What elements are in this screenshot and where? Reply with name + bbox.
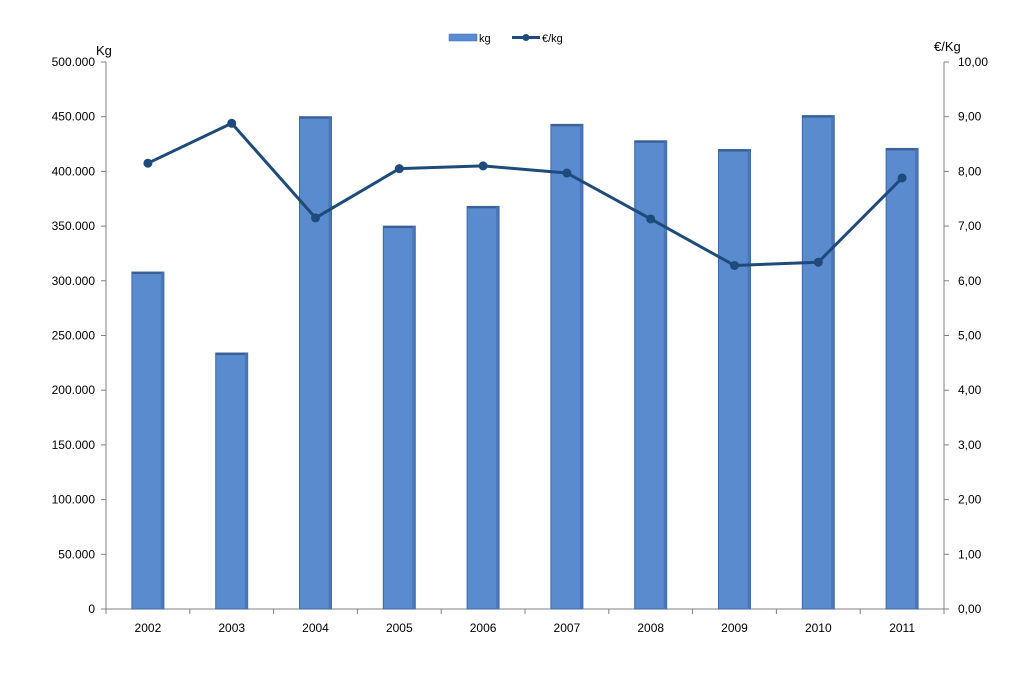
bar-2004 [299, 116, 332, 610]
left-axis-title: Kg [96, 43, 112, 58]
right-tick-label: 3,00 [958, 438, 982, 452]
bar-shade [915, 148, 919, 609]
left-tick-label: 350.000 [52, 219, 96, 233]
line-point-2010 [813, 257, 823, 267]
line-path [147, 121, 904, 267]
right-tick-label: 1,00 [958, 547, 982, 561]
line-series-eur-per-kg [143, 118, 907, 270]
bar-top-edge [383, 226, 416, 229]
bar-top-edge [131, 272, 164, 275]
line-point-2003 [227, 118, 237, 128]
bar-2010 [801, 115, 835, 610]
bar-2002 [131, 271, 165, 610]
bar-shade [496, 206, 500, 609]
right-tick-label: 8,00 [958, 164, 982, 178]
left-tick-label: 150.000 [52, 438, 96, 452]
bar-2006 [466, 205, 500, 610]
x-tick-label: 2007 [554, 621, 581, 635]
x-tick-label: 2002 [135, 621, 162, 635]
legend-marker-line [522, 34, 530, 41]
bar-shade [831, 115, 835, 609]
bar-top-edge [215, 353, 248, 356]
bar-top-edge [634, 140, 667, 143]
bar-top-edge [467, 206, 500, 209]
right-tick-label: 6,00 [958, 274, 982, 288]
left-tick-label: 500.000 [52, 55, 96, 69]
line-point-2011 [897, 173, 907, 183]
axes: 0 50.000 100.000 150.000 200.000 250.000 300.0… [52, 55, 989, 635]
bar-shade [579, 124, 583, 609]
bar-2011 [885, 147, 919, 610]
line-point-2006 [478, 161, 488, 171]
x-tick-label: 2006 [470, 621, 497, 635]
line-point-2009 [730, 260, 739, 270]
right-axis-title: €/Kg [934, 39, 961, 54]
left-tick-label: 450.000 [52, 110, 96, 124]
legend-swatch-kg [448, 33, 478, 42]
left-tick-label: 100.000 [52, 493, 96, 507]
left-tick-label: 250.000 [52, 329, 96, 343]
bar-2008 [634, 140, 668, 610]
right-tick-label: 4,00 [958, 383, 982, 397]
right-tick-label: 9,00 [958, 110, 982, 124]
bar-2007 [550, 123, 584, 610]
bar-top-edge [718, 149, 751, 152]
left-tick-label: 300.000 [52, 274, 96, 288]
x-tick-label: 2003 [218, 621, 245, 635]
x-tick-label: 2005 [386, 621, 413, 635]
bar-2009 [718, 149, 751, 610]
left-tick-label: 0 [88, 602, 95, 616]
bar-shade [160, 272, 164, 609]
bars-series-kg [131, 115, 919, 610]
bar-top-edge [299, 116, 332, 119]
right-tick-label: 10,00 [958, 55, 988, 69]
x-tick-label: 2011 [889, 621, 915, 635]
left-tick-label: 50.000 [58, 547, 95, 561]
bar-shade [244, 353, 248, 609]
legend-label-eur-per-kg: €/kg [542, 33, 563, 45]
bar-shade [328, 116, 332, 609]
bar-2003 [215, 352, 249, 610]
legend: kg €/kg [448, 33, 563, 45]
right-tick-label: 5,00 [958, 329, 982, 343]
line-point-2004 [311, 213, 320, 223]
bar-shade [412, 226, 416, 609]
bar-top-edge [802, 115, 835, 118]
bar-shade [663, 140, 667, 609]
bar-top-edge [550, 124, 583, 127]
right-tick-label: 0,00 [958, 602, 982, 616]
right-tick-label: 2,00 [958, 493, 982, 507]
x-tick-label: 2010 [805, 621, 832, 635]
bar-2005 [382, 225, 416, 610]
line-point-2008 [646, 214, 656, 224]
x-tick-label: 2009 [721, 621, 748, 635]
left-tick-label: 200.000 [52, 383, 96, 397]
line-point-2005 [394, 164, 404, 174]
left-tick-label: 400.000 [52, 164, 96, 178]
x-tick-label: 2004 [302, 621, 329, 635]
bar-shade [747, 149, 751, 609]
legend-label-kg: kg [479, 33, 491, 45]
right-tick-label: 7,00 [958, 219, 982, 233]
line-point-2002 [143, 158, 153, 168]
x-tick-label: 2008 [637, 621, 664, 635]
line-point-2007 [562, 168, 572, 178]
bar-top-edge [886, 148, 919, 151]
